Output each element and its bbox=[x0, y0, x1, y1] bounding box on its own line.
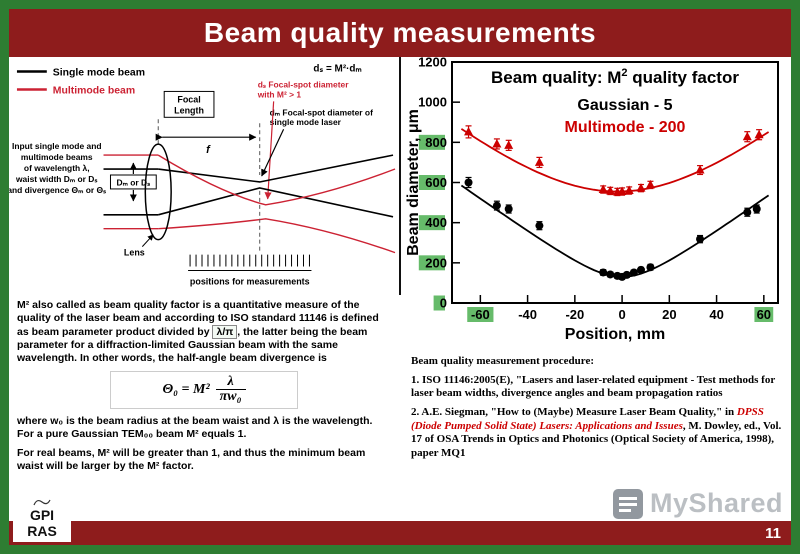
focal-length-label-1: Focal bbox=[177, 94, 200, 104]
reference-item-1: 1. ISO 11146:2005(E), "Lasers and laser-… bbox=[411, 373, 776, 400]
focal-length-box bbox=[163, 90, 215, 118]
input-line-5: and divergence Θₘ or Θₛ bbox=[9, 185, 106, 195]
dm-note-2: single mode laser bbox=[270, 117, 342, 127]
lens-shape bbox=[144, 143, 172, 241]
slide-header: Beam quality measurements bbox=[9, 9, 791, 57]
gpi-label: GPI bbox=[29, 506, 55, 523]
input-line-3: of wavelength λ, bbox=[24, 163, 90, 173]
input-line-2: multimode beams bbox=[21, 152, 93, 162]
gpi-ras-logo-icon bbox=[33, 499, 51, 506]
myshared-logo-icon bbox=[612, 488, 643, 519]
page-title: Beam quality measurements bbox=[203, 17, 597, 48]
legend-label-single: Single mode beam bbox=[53, 68, 145, 79]
svg-text:400: 400 bbox=[425, 215, 447, 230]
page-number: 11 bbox=[765, 524, 781, 542]
right-column: 0 200 400 600 800 1000 1200 -60 -40 -20 0 20 40 60 Bea… bbox=[401, 55, 789, 521]
f-label: f bbox=[206, 144, 211, 156]
svg-text:Gaussian - 5: Gaussian - 5 bbox=[577, 97, 672, 114]
svg-text:60: 60 bbox=[757, 307, 771, 322]
input-line-4: waist width Dₘ or Dₛ bbox=[15, 174, 98, 184]
ds-note-1: dₛ Focal-spot diameter bbox=[258, 79, 350, 89]
gpi-ras-logo: GPI RAS bbox=[13, 494, 71, 542]
svg-text:Position, mm: Position, mm bbox=[565, 326, 665, 343]
positions-hatch bbox=[188, 190, 312, 272]
dm-note-1: dₘ Focal-spot diameter of bbox=[270, 107, 373, 117]
divergence-formula: Θ₀ = M² λ πw₀ bbox=[110, 370, 298, 410]
svg-text:600: 600 bbox=[425, 175, 447, 190]
myshared-watermark-link[interactable]: MyShared bbox=[612, 488, 783, 519]
svg-text:-20: -20 bbox=[565, 307, 584, 322]
lens-label: Lens bbox=[124, 248, 145, 258]
ds-arrow bbox=[264, 101, 275, 200]
lens-arrow bbox=[141, 234, 154, 247]
dm-arrow bbox=[261, 128, 285, 177]
svg-text:200: 200 bbox=[425, 255, 447, 270]
optical-diagram-svg: Single mode beam Multimode beam dₛ = M²·… bbox=[9, 64, 396, 286]
references-block: Beam quality measurement procedure: 1. I… bbox=[401, 351, 789, 465]
focal-length-label-2: Length bbox=[174, 105, 204, 115]
formula-lhs: Θ₀ = M² bbox=[162, 381, 210, 397]
svg-text:40: 40 bbox=[709, 307, 723, 322]
footer-bar: 11 bbox=[9, 521, 791, 545]
input-line-1: Input single mode and bbox=[12, 141, 102, 151]
paragraph-m2-definition: M² also called as beam quality factor is… bbox=[17, 299, 379, 365]
ras-label: RAS bbox=[27, 523, 57, 539]
svg-text:0: 0 bbox=[440, 296, 447, 311]
svg-text:Beam diameter, μm: Beam diameter, μm bbox=[405, 109, 422, 256]
left-text-block: M² also called as beam quality factor is… bbox=[9, 295, 401, 478]
beam-paths bbox=[103, 154, 396, 254]
myshared-watermark-text: MyShared bbox=[649, 488, 783, 518]
diagram-legend: Single mode beam Multimode beam bbox=[16, 68, 145, 96]
reference-item-2: 2. A.E. Siegman, "How to (Maybe) Measure… bbox=[411, 405, 782, 459]
paragraph-real-beams: For real beams, M² will be greater than … bbox=[17, 446, 366, 472]
svg-text:Beam quality: M2 quality facto: Beam quality: M2 quality factor bbox=[491, 67, 739, 87]
paragraph-waist: where w₀ is the beam radius at the beam … bbox=[17, 415, 373, 441]
chart-svg: 0 200 400 600 800 1000 1200 -60 -40 -20 0 20 40 60 Bea… bbox=[405, 55, 779, 343]
svg-text:-60: -60 bbox=[471, 307, 490, 322]
width-box-label: Dₘ or Dₛ bbox=[117, 177, 151, 187]
ds-equation: dₛ = M²·dₘ bbox=[313, 64, 361, 75]
formula-denominator: πw₀ bbox=[215, 389, 246, 405]
formula-fraction: λ πw₀ bbox=[215, 373, 246, 405]
formula-numerator: λ bbox=[227, 373, 234, 389]
optical-diagram: Single mode beam Multimode beam dₛ = M²·… bbox=[9, 57, 401, 295]
left-column: Single mode beam Multimode beam dₛ = M²·… bbox=[9, 57, 401, 521]
beam-quality-chart: 0 200 400 600 800 1000 1200 -60 -40 -20 0 20 40 60 Bea… bbox=[401, 55, 789, 351]
svg-text:Multimode - 200: Multimode - 200 bbox=[565, 119, 686, 136]
positions-label: positions for measurements bbox=[190, 276, 310, 286]
references-heading: Beam quality measurement procedure: bbox=[411, 355, 595, 367]
svg-text:0: 0 bbox=[618, 307, 625, 322]
svg-text:20: 20 bbox=[662, 307, 676, 322]
input-beam-description: Input single mode and multimode beams of… bbox=[9, 141, 106, 195]
svg-text:1000: 1000 bbox=[418, 95, 447, 110]
svg-text:800: 800 bbox=[425, 135, 447, 150]
slide-content: Single mode beam Multimode beam dₛ = M²·… bbox=[9, 55, 791, 521]
svg-text:1200: 1200 bbox=[418, 57, 447, 70]
ds-note-2: with M² > 1 bbox=[257, 89, 302, 99]
svg-text:-40: -40 bbox=[518, 307, 537, 322]
legend-label-multi: Multimode beam bbox=[53, 85, 135, 96]
